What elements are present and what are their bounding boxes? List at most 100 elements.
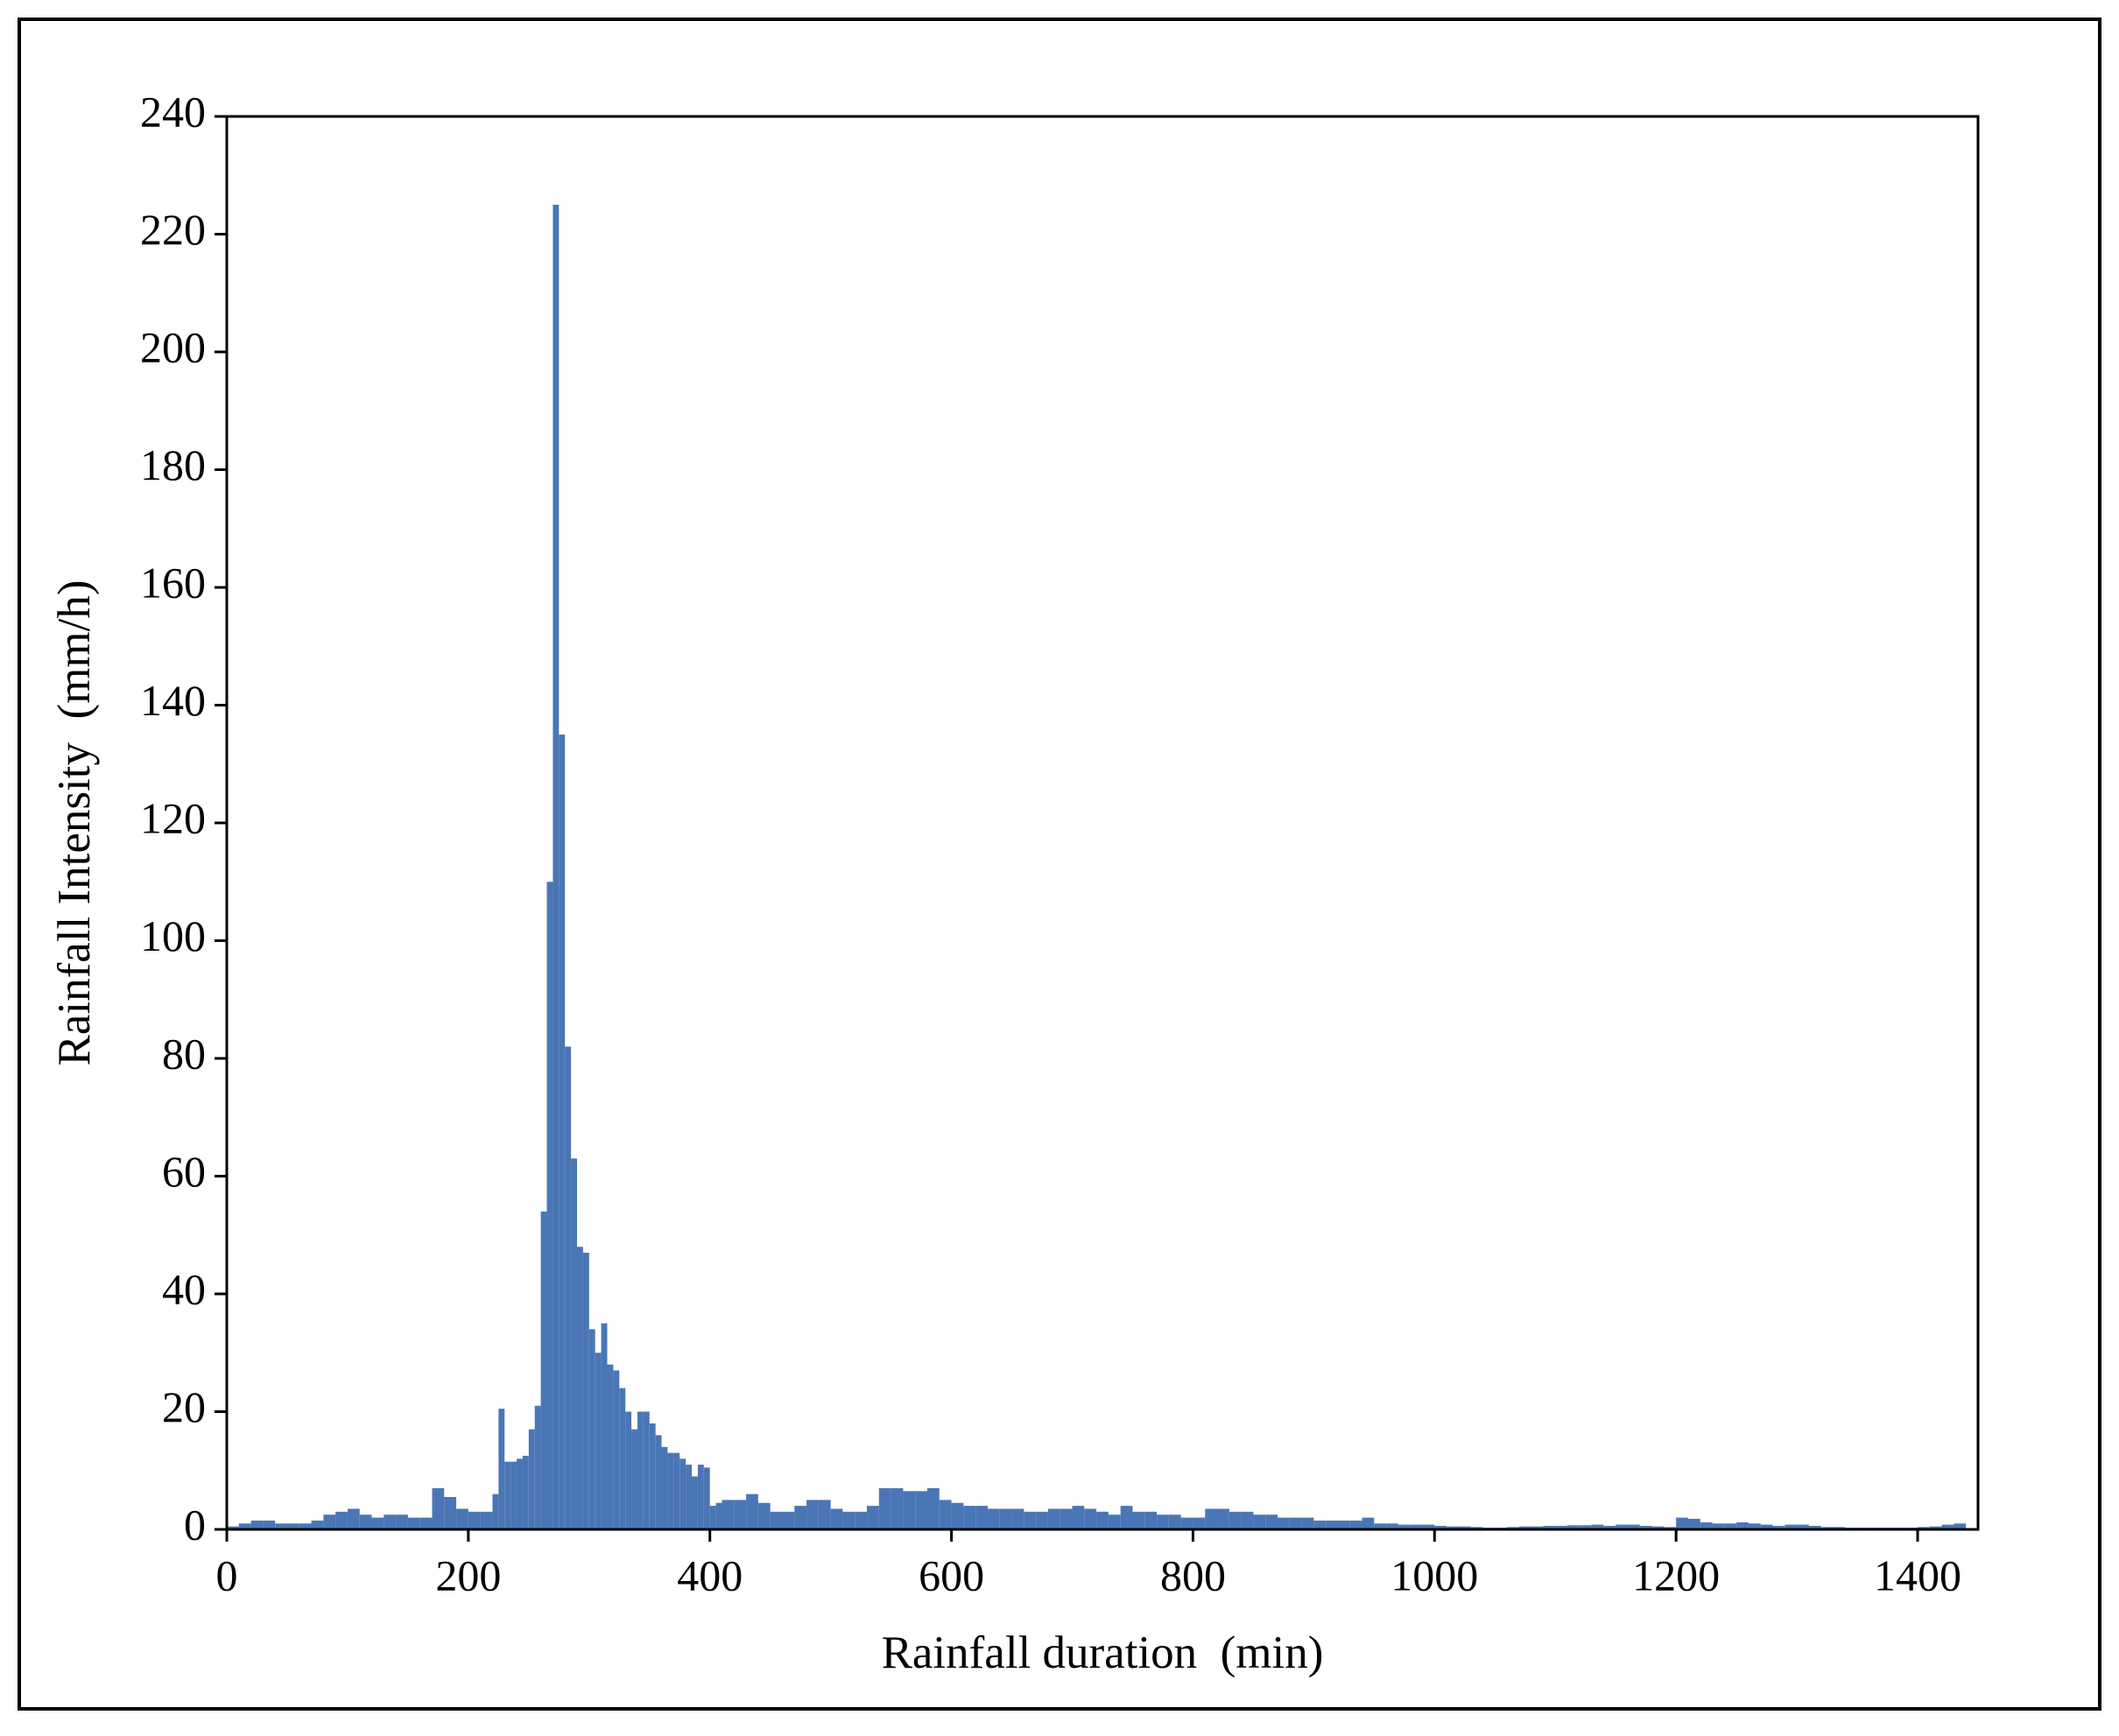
bar <box>1326 1520 1338 1529</box>
bar <box>1603 1525 1616 1529</box>
bar <box>1797 1524 1809 1529</box>
bar <box>878 1487 891 1529</box>
bar <box>697 1465 704 1529</box>
bar <box>432 1487 445 1529</box>
y-tick-label: 80 <box>162 1029 206 1078</box>
x-tick-label: 1000 <box>1390 1550 1478 1599</box>
bar <box>419 1517 433 1529</box>
x-tick-label: 0 <box>216 1550 238 1599</box>
bar <box>1313 1520 1327 1529</box>
bar <box>1555 1525 1568 1529</box>
x-tick-label: 1400 <box>1874 1550 1961 1599</box>
bar <box>263 1520 276 1529</box>
bar <box>1579 1525 1592 1529</box>
bar <box>1217 1508 1229 1529</box>
bar <box>692 1476 698 1529</box>
bar <box>1144 1511 1158 1529</box>
y-tick-label: 160 <box>140 558 206 607</box>
bar <box>565 1046 572 1529</box>
x-tick-label: 400 <box>677 1550 743 1599</box>
bar <box>703 1467 710 1529</box>
bar <box>1228 1511 1242 1529</box>
bar <box>667 1452 674 1529</box>
bar <box>323 1515 336 1529</box>
bar <box>588 1329 595 1529</box>
bar <box>571 1158 577 1529</box>
bar <box>559 734 566 1529</box>
bar <box>1676 1517 1688 1529</box>
bar <box>456 1508 468 1529</box>
bar <box>619 1388 626 1529</box>
bar <box>577 1247 583 1529</box>
bar <box>655 1435 662 1529</box>
bar <box>504 1461 511 1529</box>
bar <box>643 1411 650 1529</box>
bar <box>1591 1524 1604 1529</box>
bar <box>818 1500 831 1529</box>
plot-frame <box>225 115 1980 1531</box>
bar <box>607 1364 614 1529</box>
bar <box>963 1506 976 1529</box>
bar <box>1024 1511 1037 1529</box>
bar <box>371 1517 384 1529</box>
bar <box>613 1370 620 1529</box>
y-tick-label: 60 <box>162 1147 206 1196</box>
y-tick-label: 40 <box>162 1264 206 1313</box>
bar <box>1241 1511 1254 1529</box>
bar <box>1785 1524 1798 1529</box>
bar <box>601 1323 608 1529</box>
bar <box>522 1455 529 1529</box>
bar <box>757 1502 771 1529</box>
bar <box>830 1508 843 1529</box>
bar <box>1362 1517 1375 1529</box>
bar <box>1628 1524 1640 1529</box>
bar <box>238 1523 251 1529</box>
bar <box>661 1446 668 1529</box>
bar <box>546 882 553 1529</box>
bar <box>1193 1517 1206 1529</box>
y-tick-label: 240 <box>140 87 206 136</box>
bar <box>595 1353 602 1529</box>
bar <box>553 204 560 1529</box>
y-tick-label: 180 <box>140 440 206 489</box>
y-axis-label: Rainfall Intensity (mm/h) <box>49 580 100 1066</box>
bar <box>227 1526 239 1529</box>
bar <box>1278 1517 1290 1529</box>
bar <box>1954 1523 1967 1529</box>
bar <box>1180 1517 1193 1529</box>
bar <box>1337 1520 1350 1529</box>
x-tick-label: 600 <box>919 1550 984 1599</box>
bar <box>492 1494 499 1529</box>
bar <box>855 1511 868 1529</box>
x-axis-label: Rainfall duration (min) <box>882 1627 1324 1678</box>
bar <box>951 1502 964 1529</box>
bar <box>1434 1525 1447 1529</box>
bar <box>891 1487 904 1529</box>
bar <box>1349 1520 1362 1529</box>
bar <box>286 1523 299 1529</box>
bar <box>468 1511 481 1529</box>
figure-border <box>18 18 2101 1711</box>
y-tick-label: 20 <box>162 1382 206 1431</box>
y-tick-label: 100 <box>140 911 206 960</box>
bar <box>1724 1523 1737 1529</box>
bar <box>1205 1508 1218 1529</box>
bar <box>679 1458 686 1529</box>
bar <box>1047 1508 1060 1529</box>
bar <box>782 1511 795 1529</box>
bar <box>384 1515 397 1529</box>
bar <box>927 1487 940 1529</box>
bar <box>1543 1525 1556 1529</box>
bar <box>1447 1526 1459 1529</box>
bar <box>517 1458 523 1529</box>
bar <box>347 1508 360 1529</box>
bar <box>250 1520 264 1529</box>
bar <box>625 1411 632 1529</box>
bar <box>842 1511 855 1529</box>
bar <box>999 1508 1012 1529</box>
bar <box>631 1429 637 1529</box>
bar <box>673 1452 680 1529</box>
bar <box>1386 1523 1398 1529</box>
bar <box>1036 1511 1048 1529</box>
bar <box>1760 1524 1773 1529</box>
